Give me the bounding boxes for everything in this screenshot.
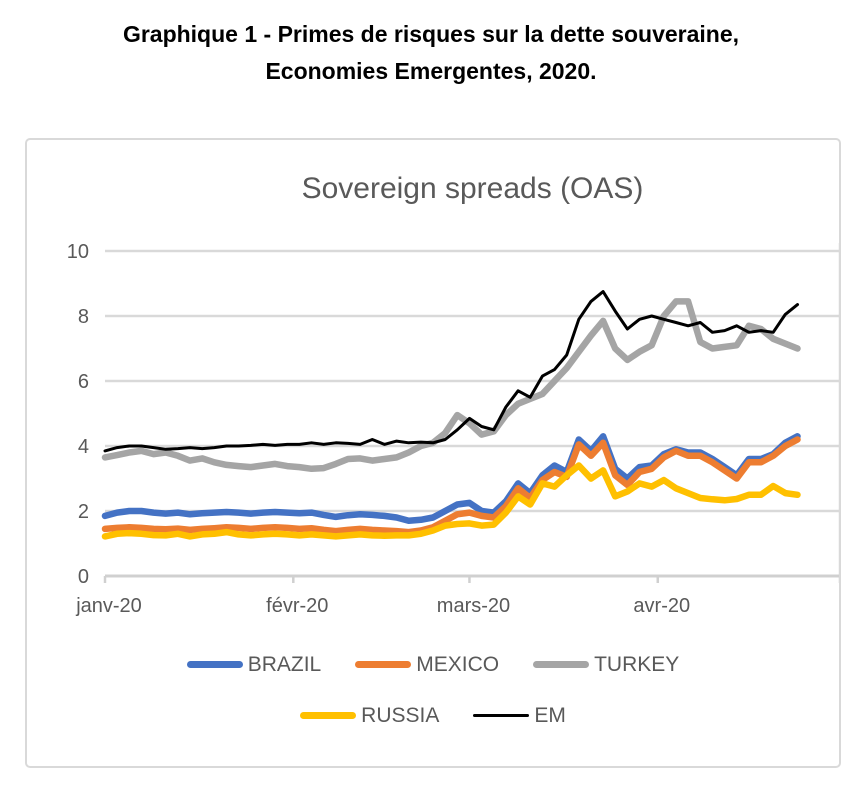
x-tick-label-0: janv-20 — [75, 595, 142, 617]
legend-swatch-turkey — [533, 661, 590, 668]
chart-container: Sovereign spreads (OAS) 0 2 4 6 8 10 janv-20 fév… — [25, 138, 841, 768]
series-line-em — [103, 290, 799, 453]
figure-title-line1: Graphique 1 - Primes de risques sur la d… — [122, 21, 740, 47]
legend-swatch-russia — [300, 712, 357, 719]
legend-item-em: EM — [473, 705, 566, 726]
legend-item-turkey: TURKEY — [533, 654, 679, 675]
legend-item-mexico: MEXICO — [355, 654, 499, 675]
legend-label-em: EM — [534, 704, 566, 727]
y-tick-label-10: 10 — [67, 241, 89, 263]
chart-title: Sovereign spreads (OAS) — [302, 172, 644, 205]
y-tick-label-0: 0 — [78, 566, 89, 588]
y-tick-label-2: 2 — [78, 501, 89, 523]
legend-label-brazil: BRAZIL — [247, 653, 322, 676]
series-line-russia — [101, 462, 801, 540]
line-chart: Sovereign spreads (OAS) 0 2 4 6 8 10 janv-20 fév… — [67, 172, 839, 617]
legend-label-mexico: MEXICO — [416, 653, 500, 676]
x-tick-label-1: févr-20 — [266, 595, 328, 617]
legend-swatch-mexico — [355, 661, 412, 668]
legend-item-brazil: BRAZIL — [186, 653, 322, 676]
legend-swatch-em — [473, 714, 530, 717]
y-tick-label-8: 8 — [78, 306, 89, 328]
legend-swatch-brazil — [186, 661, 243, 668]
chart-legend: BRAZIL MEXICO TURKEY RUSSIA EM — [133, 654, 733, 726]
series-line-turkey — [101, 298, 801, 473]
x-tick-label-3: avr-20 — [633, 595, 690, 617]
figure-title-line2: Economies Emergentes, 2020. — [265, 58, 597, 84]
legend-item-russia: RUSSIA — [300, 705, 439, 726]
figure-title: Graphique 1 - Primes de risques sur la d… — [10, 16, 852, 90]
y-tick-label-4: 4 — [78, 436, 89, 458]
legend-label-turkey: TURKEY — [594, 653, 680, 676]
x-tick-label-2: mars-20 — [437, 595, 510, 617]
series-line-mexico — [101, 436, 801, 536]
legend-label-russia: RUSSIA — [361, 704, 440, 727]
figure-page: { "figure": { "title_line1": "Graphique … — [0, 16, 862, 796]
y-tick-label-6: 6 — [78, 371, 89, 393]
